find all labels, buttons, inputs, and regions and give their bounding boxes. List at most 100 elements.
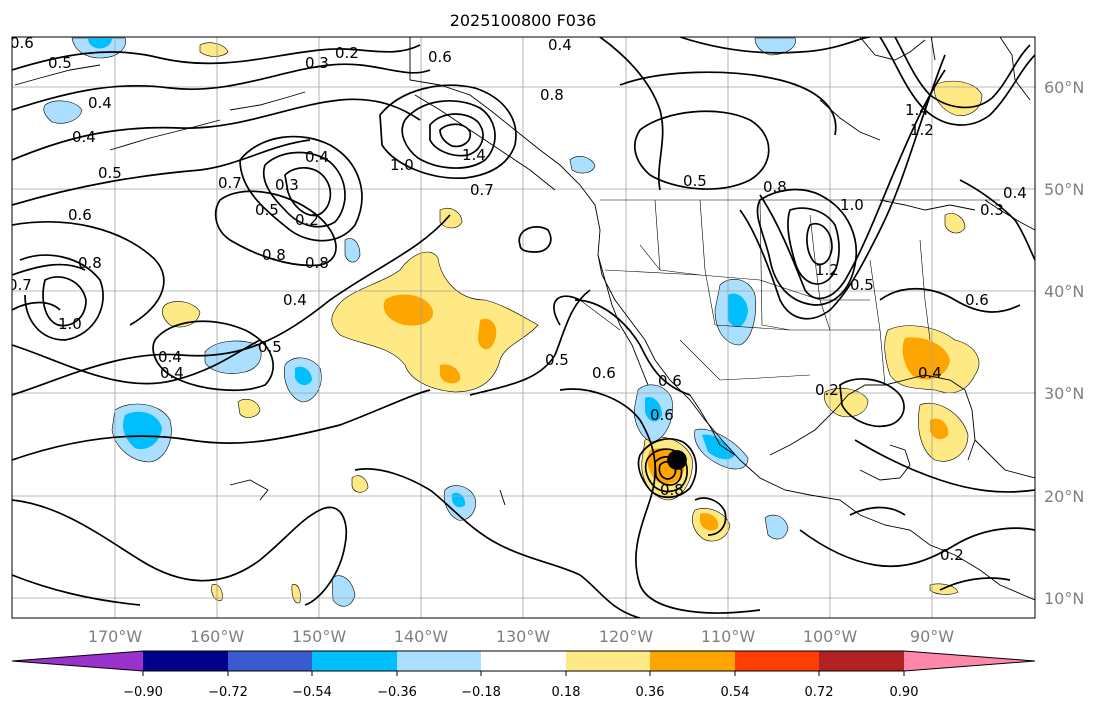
contour-label: 0.4 <box>88 94 112 112</box>
contour-label: 0.6 <box>592 364 616 382</box>
contour-label: 0.3 <box>275 176 299 194</box>
contour-label: 0.2 <box>295 211 319 229</box>
colorbar-tick-label: −0.18 <box>461 685 501 700</box>
lon-tick-label: 110°W <box>701 627 756 646</box>
negative-anomaly-core <box>295 366 312 386</box>
contour-lines <box>12 37 1035 618</box>
contour-label: 0.6 <box>10 34 34 52</box>
lon-tick-label: 100°W <box>803 627 858 646</box>
lat-tick-label: 40°N <box>1044 282 1084 301</box>
negative-anomaly-core <box>88 38 112 49</box>
positive-anomaly-region <box>351 475 369 493</box>
negative-anomaly-core <box>702 434 735 460</box>
colorbar-segment <box>735 651 819 671</box>
colorbar-tick-label: 0.36 <box>636 685 665 700</box>
colorbar-segment <box>650 651 735 671</box>
contour-label: 0.4 <box>160 364 184 382</box>
lat-tick-label: 30°N <box>1044 384 1084 403</box>
colorbar-tick-label: −0.36 <box>377 685 417 700</box>
contour-label: 1.2 <box>815 261 839 279</box>
colorbar-tick-label: −0.72 <box>208 685 248 700</box>
negative-anomaly-region <box>754 37 796 56</box>
contour-label: 0.4 <box>548 36 572 54</box>
contour-label: 0.4 <box>72 128 96 146</box>
contour-label: 0.6 <box>650 406 674 424</box>
lat-tick-label: 60°N <box>1044 78 1084 97</box>
state-borders <box>579 199 1000 386</box>
positive-anomaly-core <box>700 513 719 531</box>
lon-tick-label: 120°W <box>599 627 654 646</box>
contour-label: 0.5 <box>255 201 279 219</box>
lon-tick-label: 130°W <box>496 627 551 646</box>
contour-label: 1.4 <box>462 146 486 164</box>
positive-anomaly-region <box>237 398 261 418</box>
negative-anomaly-core <box>123 411 162 450</box>
colorbar-overflow-triangle <box>904 651 1035 671</box>
lat-tick-label: 50°N <box>1044 180 1084 199</box>
lon-tick-label: 140°W <box>394 627 449 646</box>
contour-label: 0.7 <box>470 181 494 199</box>
map-panel: 0.6 0.5 0.4 0.4 0.5 0.6 0.8 0.7 1.0 0.4 … <box>10 34 1036 619</box>
contour-label: 1.0 <box>840 196 864 214</box>
longitude-axis: 170°W 160°W 150°W 140°W 130°W 120°W 110°… <box>88 627 954 646</box>
positive-anomaly-core <box>440 364 461 384</box>
lon-tick-label: 160°W <box>190 627 245 646</box>
positive-anomaly-region <box>944 213 966 234</box>
contour-label: 0.4 <box>305 148 329 166</box>
negative-anomaly-region <box>331 575 356 607</box>
colorbar-segment <box>397 651 481 671</box>
positive-anomaly-core <box>902 337 950 380</box>
contour-label: 0.2 <box>815 381 839 399</box>
colorbar-segment <box>819 651 904 671</box>
contour-label: 0.8 <box>262 246 286 264</box>
positive-anomaly-region <box>161 301 201 328</box>
contour-label: 0.7 <box>218 174 242 192</box>
contour-label: 0.4 <box>918 364 942 382</box>
contour-label: 0.8 <box>540 86 564 104</box>
contour-label: 0.5 <box>48 54 72 72</box>
colorbar-tick-label: 0.54 <box>721 685 750 700</box>
contour-label: 0.8 <box>78 254 102 272</box>
contour-label: 1.4 <box>905 101 929 119</box>
positive-anomaly-region <box>439 208 463 229</box>
lon-tick-label: 150°W <box>292 627 347 646</box>
colorbar-segment <box>228 651 312 671</box>
lat-tick-label: 20°N <box>1044 487 1084 506</box>
colorbar-segment <box>312 651 397 671</box>
positive-anomaly-region <box>331 251 539 393</box>
negative-anomaly-core <box>728 293 748 327</box>
contour-label: 0.5 <box>258 338 282 356</box>
negative-anomaly-region <box>344 238 361 263</box>
colorbar-tick-label: 0.72 <box>805 685 834 700</box>
positive-anomaly-core <box>478 318 497 350</box>
colorbar-tick-label: −0.54 <box>292 685 332 700</box>
colorbar-segment <box>143 651 228 671</box>
contour-label: 0.3 <box>980 201 1004 219</box>
negative-anomaly-region <box>764 514 789 540</box>
colorbar-tick-label: −0.90 <box>123 685 163 700</box>
graticule <box>12 37 1035 618</box>
contour-label: 0.4 <box>1003 184 1027 202</box>
lon-tick-label: 90°W <box>910 627 954 646</box>
figure-title: 2025100800 F036 <box>450 11 597 30</box>
contour-label: 0.4 <box>158 348 182 366</box>
contour-label: 0.5 <box>850 276 874 294</box>
contour-label: 0.6 <box>658 372 682 390</box>
contour-labels: 0.6 0.5 0.4 0.4 0.5 0.6 0.8 0.7 1.0 0.4 … <box>10 34 1027 564</box>
contour-label: 0.3 <box>305 54 329 72</box>
colorbar-tick-label: 0.90 <box>890 685 919 700</box>
positive-anomaly-core <box>930 418 949 440</box>
contour-label: 0.8 <box>305 254 329 272</box>
negative-anomaly-region <box>43 100 83 124</box>
colorbar-segment <box>481 651 566 671</box>
contour-label: 0.5 <box>683 172 707 190</box>
positive-anomaly-region <box>199 42 229 57</box>
contour-label: 0.5 <box>98 164 122 182</box>
contour-label: 1.0 <box>58 315 82 333</box>
latitude-axis: 60°N 50°N 40°N 30°N 20°N 10°N <box>1044 78 1084 608</box>
contour-label: 0.6 <box>68 206 92 224</box>
contour-label: 0.4 <box>283 291 307 309</box>
colorbar-tick-label: 0.18 <box>552 685 581 700</box>
lat-tick-label: 10°N <box>1044 589 1084 608</box>
